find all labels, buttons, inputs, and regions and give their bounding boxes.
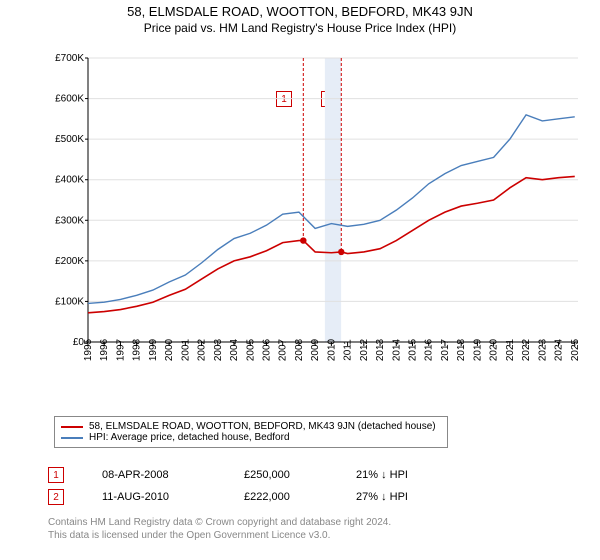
legend-label-property: 58, ELMSDALE ROAD, WOOTTON, BEDFORD, MK4… bbox=[89, 421, 436, 432]
svg-text:£100K: £100K bbox=[55, 296, 84, 307]
sale-marker-2: 2 bbox=[48, 489, 64, 505]
sale-date-2: 11-AUG-2010 bbox=[102, 491, 212, 503]
legend-swatch-hpi bbox=[61, 437, 83, 439]
chart-title-line2: Price paid vs. HM Land Registry's House … bbox=[0, 21, 600, 35]
sales-table: 1 08-APR-2008 £250,000 21% ↓ HPI 2 11-AU… bbox=[48, 464, 466, 508]
sale-price-2: £222,000 bbox=[244, 491, 324, 503]
chart-title-line1: 58, ELMSDALE ROAD, WOOTTON, BEDFORD, MK4… bbox=[0, 4, 600, 19]
sale-pct-2: 27% ↓ HPI bbox=[356, 491, 466, 503]
svg-text:£200K: £200K bbox=[55, 256, 84, 267]
legend-swatch-property bbox=[61, 426, 83, 428]
footer-line1: Contains HM Land Registry data © Crown c… bbox=[48, 516, 391, 529]
sale-marker-1: 1 bbox=[48, 467, 64, 483]
legend-label-hpi: HPI: Average price, detached house, Bedf… bbox=[89, 432, 290, 443]
sale-date-1: 08-APR-2008 bbox=[102, 469, 212, 481]
svg-text:£500K: £500K bbox=[55, 134, 84, 145]
svg-text:£300K: £300K bbox=[55, 215, 84, 226]
chart: £0£100K£200K£300K£400K£500K£600K£700K199… bbox=[48, 52, 584, 392]
footer: Contains HM Land Registry data © Crown c… bbox=[48, 516, 391, 542]
sale-price-1: £250,000 bbox=[244, 469, 324, 481]
sale-pct-1: 21% ↓ HPI bbox=[356, 469, 466, 481]
svg-text:£600K: £600K bbox=[55, 94, 84, 105]
svg-text:£700K: £700K bbox=[55, 53, 84, 64]
legend: 58, ELMSDALE ROAD, WOOTTON, BEDFORD, MK4… bbox=[54, 416, 448, 448]
svg-text:£400K: £400K bbox=[55, 175, 84, 186]
footer-line2: This data is licensed under the Open Gov… bbox=[48, 529, 391, 542]
